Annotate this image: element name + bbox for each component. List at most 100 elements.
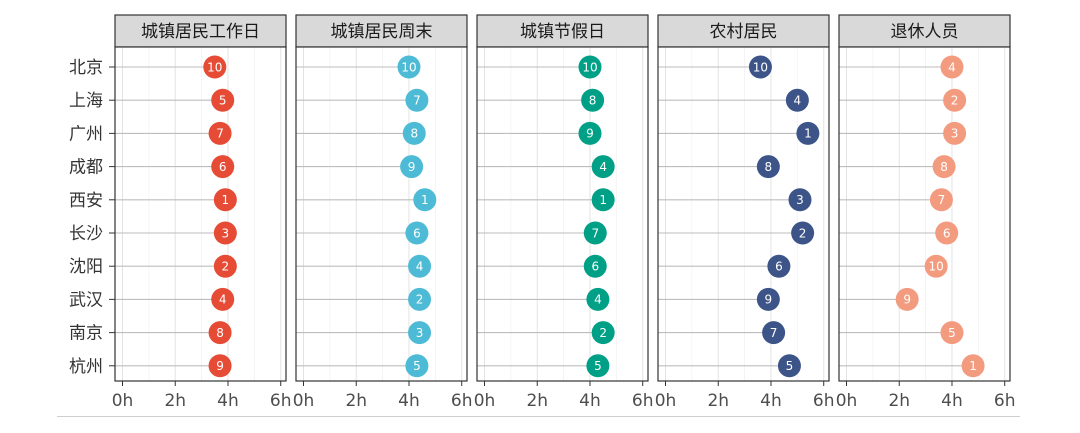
data-point xyxy=(402,121,426,145)
data-point xyxy=(208,121,232,145)
panel-background xyxy=(296,47,467,381)
facet-strip xyxy=(476,14,649,48)
panel-border xyxy=(295,46,468,382)
data-label: 6 xyxy=(413,226,421,240)
x-tick-label: 4h xyxy=(579,391,601,411)
data-point xyxy=(586,354,610,378)
facet-title: 城镇节假日 xyxy=(520,22,605,42)
data-label: 10 xyxy=(582,60,597,74)
data-label: 7 xyxy=(413,94,421,108)
data-label: 5 xyxy=(786,359,794,373)
panel-border xyxy=(114,46,287,382)
data-point xyxy=(929,188,953,212)
data-point xyxy=(208,354,232,378)
data-label: 10 xyxy=(401,60,416,74)
facet-strip xyxy=(838,14,1011,48)
data-label: 5 xyxy=(594,359,602,373)
x-tick-label: 0h xyxy=(836,391,858,411)
x-tick-label: 0h xyxy=(474,391,496,411)
category-label: 北京 xyxy=(69,58,103,78)
x-tick-label: 6h xyxy=(451,391,473,411)
x-tick-label: 4h xyxy=(398,391,420,411)
data-point xyxy=(935,221,959,245)
category-label: 南京 xyxy=(69,324,103,344)
bottom-divider xyxy=(57,416,1020,417)
data-point xyxy=(583,221,607,245)
data-label: 9 xyxy=(903,293,911,307)
data-point xyxy=(578,55,602,79)
x-tick-label: 4h xyxy=(760,391,782,411)
data-label: 3 xyxy=(416,326,424,340)
data-label: 9 xyxy=(408,160,416,174)
data-point xyxy=(940,55,964,79)
x-tick-label: 6h xyxy=(270,391,292,411)
data-label: 4 xyxy=(948,60,956,74)
data-point xyxy=(581,88,605,112)
data-point xyxy=(405,88,429,112)
x-tick-label: 6h xyxy=(813,391,835,411)
data-label: 2 xyxy=(599,326,607,340)
panel-background xyxy=(839,47,1010,381)
facet-title: 退休人员 xyxy=(891,22,959,42)
data-point xyxy=(932,155,956,179)
x-tick-label: 2h xyxy=(526,391,548,411)
panel-background xyxy=(115,47,286,381)
data-label: 3 xyxy=(222,226,230,240)
x-tick-label: 4h xyxy=(941,391,963,411)
data-point xyxy=(397,55,421,79)
data-point xyxy=(578,121,602,145)
data-point xyxy=(583,254,607,278)
data-label: 8 xyxy=(589,94,597,108)
data-label: 8 xyxy=(410,127,418,141)
facet-title: 城镇居民工作日 xyxy=(141,22,260,42)
facet-title: 农村居民 xyxy=(710,22,778,42)
data-point xyxy=(762,321,786,345)
data-point xyxy=(961,354,985,378)
data-point xyxy=(586,287,610,311)
data-label: 2 xyxy=(222,260,230,274)
data-label: 10 xyxy=(753,60,768,74)
facet-strip xyxy=(657,14,830,48)
data-point xyxy=(211,287,235,311)
data-point xyxy=(400,155,424,179)
data-label: 5 xyxy=(413,359,421,373)
data-label: 6 xyxy=(219,160,227,174)
data-point xyxy=(895,287,919,311)
data-point xyxy=(203,55,227,79)
data-label: 10 xyxy=(929,260,944,274)
data-point xyxy=(748,55,772,79)
data-point xyxy=(591,188,615,212)
data-label: 5 xyxy=(948,326,956,340)
category-label: 广州 xyxy=(69,124,103,144)
data-point xyxy=(211,155,235,179)
data-label: 3 xyxy=(796,193,804,207)
data-point xyxy=(943,88,967,112)
data-point xyxy=(788,188,812,212)
data-label: 7 xyxy=(770,326,778,340)
data-label: 2 xyxy=(799,226,807,240)
data-point xyxy=(940,321,964,345)
x-tick-label: 6h xyxy=(994,391,1016,411)
data-label: 8 xyxy=(765,160,773,174)
data-label: 7 xyxy=(938,193,946,207)
data-label: 4 xyxy=(599,160,607,174)
data-label: 1 xyxy=(421,193,429,207)
x-tick-label: 2h xyxy=(707,391,729,411)
x-tick-label: 0h xyxy=(293,391,315,411)
data-point xyxy=(785,88,809,112)
category-label: 西安 xyxy=(69,191,103,211)
category-label: 上海 xyxy=(69,91,103,111)
category-label: 成都 xyxy=(69,158,103,178)
panel-border xyxy=(838,46,1011,382)
data-label: 9 xyxy=(586,127,594,141)
x-tick-label: 4h xyxy=(217,391,239,411)
data-point xyxy=(211,88,235,112)
category-label: 杭州 xyxy=(69,357,103,377)
data-point xyxy=(791,221,815,245)
data-point xyxy=(413,188,437,212)
data-point xyxy=(767,254,791,278)
facet-strip xyxy=(114,14,287,48)
data-point xyxy=(408,287,432,311)
data-point xyxy=(208,321,232,345)
